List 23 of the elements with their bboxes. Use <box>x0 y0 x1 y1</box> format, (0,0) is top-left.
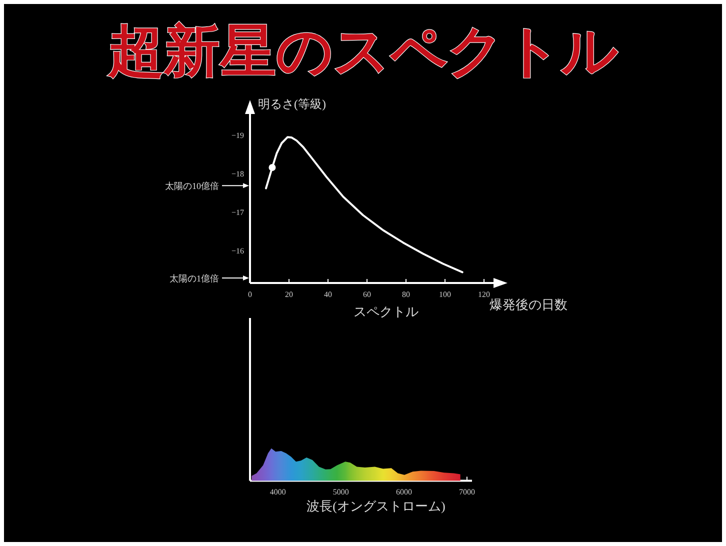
y-tick-label: −17 <box>231 208 244 217</box>
x-tick-label: 5000 <box>332 488 349 497</box>
x-tick-label: 6000 <box>396 488 412 497</box>
x-tick-label: 4000 <box>270 488 286 497</box>
ref-line-label: 太陽の10億倍 <box>165 181 219 192</box>
x-tick-label: 80 <box>402 290 410 299</box>
chart-title: スペクトル <box>354 304 418 319</box>
chart-title: 超新星のスペクトル <box>107 21 619 83</box>
x-tick-label: 60 <box>363 290 371 299</box>
line-series <box>264 136 464 274</box>
y-tick-label: −18 <box>231 169 244 178</box>
ref-line-label: 太陽の1億倍 <box>170 273 219 284</box>
x-tick-label: 0 <box>248 290 252 299</box>
y-tick-label: −16 <box>231 246 244 256</box>
x-tick-label: 20 <box>285 290 293 299</box>
x-tick-label: 7000 <box>458 488 475 497</box>
x-tick-label: 100 <box>439 290 451 299</box>
y-tick-label: −19 <box>231 130 244 140</box>
x-axis-title: 爆発後の日数 <box>490 297 568 312</box>
x-tick-label: 40 <box>324 290 332 299</box>
x-tick-label: 120 <box>478 290 490 299</box>
x-axis-title: 波長(オングストローム) <box>306 498 446 514</box>
y-axis-title: 明るさ(等級) <box>258 97 326 111</box>
